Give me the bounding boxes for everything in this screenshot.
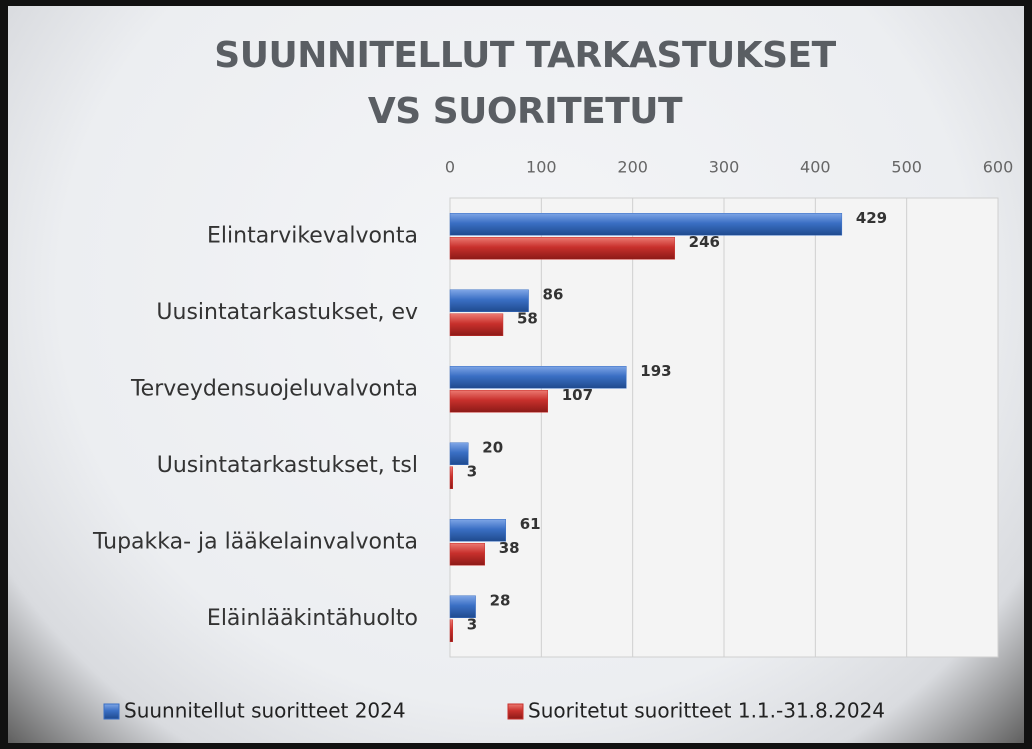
- data-label: 61: [520, 515, 541, 533]
- legend-swatch: [103, 703, 120, 720]
- bar: [449, 366, 627, 389]
- data-label: 3: [467, 462, 477, 480]
- x-tick-label: 0: [445, 158, 455, 177]
- bar: [449, 313, 504, 336]
- legend-label: Suoritetut suoritteet 1.1.-31.8.2024: [528, 699, 885, 723]
- data-label: 58: [517, 309, 538, 327]
- category-label: Terveydensuojeluvalvonta: [130, 376, 418, 401]
- category-label: Uusintatarkastukset, ev: [156, 300, 418, 325]
- data-label: 246: [689, 233, 720, 251]
- bar: [449, 519, 506, 542]
- bar: [449, 213, 843, 236]
- x-tick-label: 300: [709, 158, 740, 177]
- category-label: Eläinlääkintähuolto: [207, 606, 418, 631]
- data-label: 193: [640, 362, 671, 380]
- x-tick-label: 600: [983, 158, 1014, 177]
- bar: [449, 237, 675, 260]
- data-label: 86: [543, 285, 564, 303]
- bar: [449, 289, 529, 312]
- data-label: 38: [499, 539, 520, 557]
- category-label: Elintarvikevalvonta: [207, 223, 418, 248]
- bar: [449, 442, 469, 465]
- category-label: Uusintatarkastukset, tsl: [157, 453, 418, 478]
- x-tick-label: 400: [800, 158, 831, 177]
- bar: [449, 390, 548, 413]
- legend-swatch: [507, 703, 524, 720]
- bar: [449, 543, 485, 566]
- data-label: 429: [856, 209, 887, 227]
- data-label: 20: [482, 438, 503, 456]
- x-tick-label: 100: [526, 158, 557, 177]
- bar: [449, 595, 476, 618]
- data-label: 28: [490, 591, 511, 609]
- data-label: 107: [562, 386, 593, 404]
- chart-title: SUUNNITELLUT TARKASTUKSET VS SUORITETUT: [214, 35, 836, 132]
- bar: [449, 466, 453, 489]
- bar: [449, 619, 453, 642]
- x-tick-label: 200: [617, 158, 648, 177]
- legend-label: Suunnitellut suoritteet 2024: [124, 699, 406, 723]
- data-label: 3: [467, 615, 477, 633]
- x-tick-label: 500: [891, 158, 922, 177]
- category-label: Tupakka- ja lääkelainvalvonta: [92, 529, 418, 554]
